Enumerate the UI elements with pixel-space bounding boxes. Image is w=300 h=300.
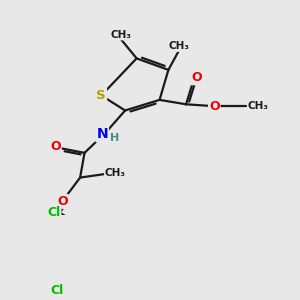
Text: O: O bbox=[209, 100, 220, 112]
Text: Cl: Cl bbox=[47, 206, 61, 219]
Text: O: O bbox=[57, 195, 68, 208]
Text: S: S bbox=[97, 89, 106, 102]
Text: CH₃: CH₃ bbox=[105, 168, 126, 178]
Text: CH₃: CH₃ bbox=[110, 30, 131, 40]
Text: CH₃: CH₃ bbox=[169, 41, 190, 51]
Text: H: H bbox=[110, 133, 119, 143]
Text: N: N bbox=[96, 127, 108, 141]
Text: CH₃: CH₃ bbox=[248, 101, 269, 111]
Text: Cl: Cl bbox=[50, 284, 64, 297]
Text: O: O bbox=[50, 140, 61, 153]
Text: O: O bbox=[191, 71, 202, 84]
